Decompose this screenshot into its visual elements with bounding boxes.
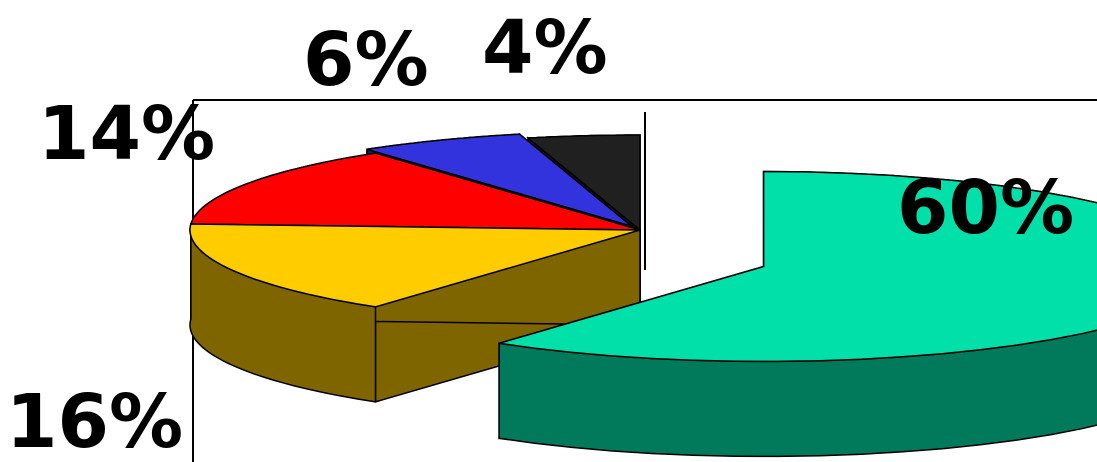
pie-slice-16 <box>189 223 641 403</box>
slice-label-6: 6% <box>303 17 429 103</box>
slice-top-6 <box>366 133 632 227</box>
slice-label-14: 14% <box>38 91 215 177</box>
pie-slice-60 <box>498 170 1097 458</box>
slices-layer <box>189 132 1097 458</box>
slice-label-16: 16% <box>6 379 183 462</box>
slice-top-16 <box>189 223 641 308</box>
slice-label-4: 4% <box>482 5 608 91</box>
slice-top-4 <box>526 134 641 232</box>
slice-label-60: 60% <box>897 165 1074 251</box>
slice-top-14 <box>189 152 641 231</box>
slice-top-60 <box>498 170 1097 363</box>
